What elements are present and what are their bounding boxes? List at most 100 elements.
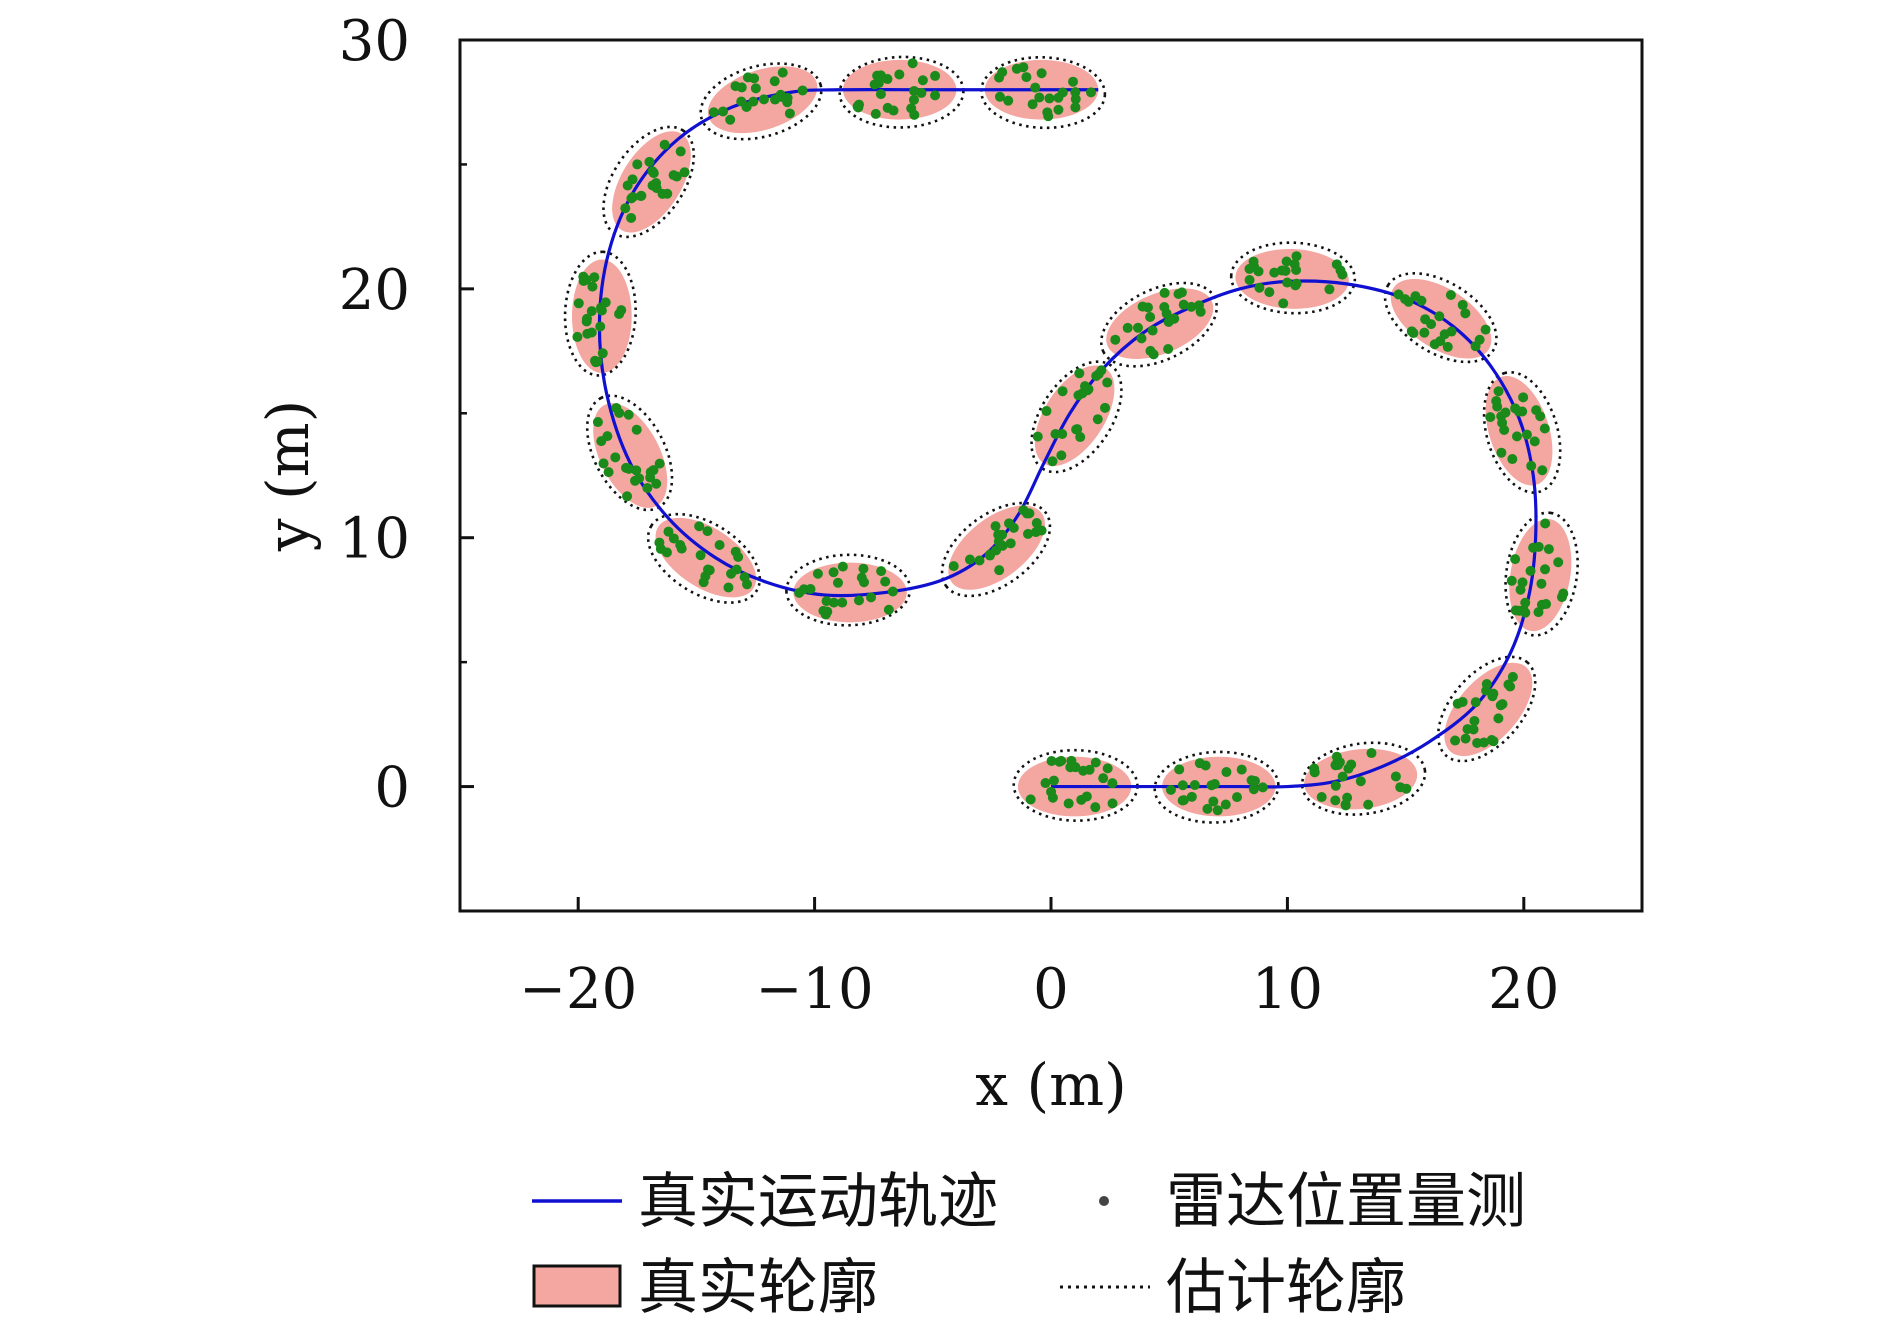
radar-measurement-point bbox=[620, 203, 631, 214]
y-tick-label: 20 bbox=[339, 258, 410, 323]
radar-measurement-point bbox=[736, 82, 747, 93]
radar-measurement-point bbox=[1515, 584, 1526, 595]
radar-measurement-point bbox=[1110, 334, 1121, 345]
radar-measurement-point bbox=[782, 97, 793, 108]
radar-measurement-point bbox=[1488, 736, 1499, 747]
radar-measurement-point bbox=[1499, 425, 1510, 436]
estimated-contour-ellipse bbox=[1504, 511, 1579, 637]
radar-measurement-point bbox=[797, 85, 808, 96]
radar-measurement-point bbox=[647, 166, 658, 177]
radar-measurement-point bbox=[1054, 756, 1065, 767]
radar-measurement-point bbox=[883, 604, 894, 615]
radar-measurement-point bbox=[1208, 796, 1219, 807]
radar-measurement-point bbox=[758, 94, 769, 105]
radar-measurement-point bbox=[1520, 607, 1531, 618]
legend-estimated-contour-label: 估计轮廓 bbox=[1166, 1253, 1406, 1321]
radar-measurement-point bbox=[1525, 565, 1536, 576]
radar-measurement-point bbox=[1086, 87, 1097, 98]
radar-measurement-point bbox=[1145, 311, 1156, 322]
radar-measurement-point bbox=[1057, 428, 1068, 439]
radar-measurement-point bbox=[671, 171, 682, 182]
radar-measurement-point bbox=[994, 91, 1005, 102]
radar-measurement-point bbox=[1136, 333, 1147, 344]
radar-measurement-point bbox=[1503, 679, 1514, 690]
radar-measurement-point bbox=[1470, 341, 1481, 352]
radar-measurement-point bbox=[1056, 450, 1067, 461]
radar-measurement-point bbox=[821, 596, 832, 607]
radar-measurement-point bbox=[1363, 799, 1374, 810]
radar-measurement-point bbox=[1220, 799, 1231, 810]
radar-measurement-point bbox=[1335, 265, 1346, 276]
radar-measurement-point bbox=[679, 167, 690, 178]
legend-true-contour-label: 真实轮廓 bbox=[638, 1253, 878, 1321]
radar-measurement-point bbox=[1075, 432, 1086, 443]
radar-measurement-point bbox=[1254, 282, 1265, 293]
radar-measurement-point bbox=[622, 491, 633, 502]
y-tick-label: 0 bbox=[374, 756, 410, 821]
radar-measurement-point bbox=[1063, 798, 1074, 809]
radar-measurement-point bbox=[1142, 302, 1153, 313]
true-contour-ellipse bbox=[1485, 375, 1553, 486]
radar-measurement-point bbox=[1021, 72, 1032, 83]
radar-measurement-point bbox=[1073, 390, 1084, 401]
radar-measurement-point bbox=[882, 74, 893, 85]
radar-measurement-point bbox=[1070, 102, 1081, 113]
radar-measurement-point bbox=[749, 73, 760, 84]
radar-measurement-point bbox=[1521, 429, 1532, 440]
radar-measurement-point bbox=[616, 305, 627, 316]
legend-measurement-label: 雷达位置量测 bbox=[1166, 1167, 1526, 1237]
estimated-contour-ellipse bbox=[646, 512, 762, 604]
radar-measurement-point bbox=[873, 78, 884, 89]
radar-measurement-point bbox=[1031, 518, 1042, 529]
radar-measurement-point bbox=[1366, 748, 1377, 759]
radar-measurement-point bbox=[1102, 763, 1113, 774]
radar-measurement-point bbox=[1178, 299, 1189, 310]
radar-measurement-point bbox=[1047, 456, 1058, 467]
radar-measurement-point bbox=[587, 281, 598, 292]
radar-measurement-point bbox=[1485, 412, 1496, 423]
radar-measurement-point bbox=[993, 529, 1004, 540]
radar-measurement-point bbox=[626, 193, 637, 204]
radar-measurement-point bbox=[1342, 792, 1353, 803]
radar-measurement-point bbox=[1221, 767, 1232, 778]
radar-measurement-point bbox=[1536, 578, 1547, 589]
true-contour-ellipse bbox=[1444, 662, 1533, 757]
radar-measurement-point bbox=[794, 587, 805, 598]
radar-measurement-point bbox=[1202, 803, 1213, 814]
radar-measurement-point bbox=[694, 521, 705, 532]
radar-measurement-point bbox=[733, 551, 744, 562]
radar-measurement-point bbox=[1493, 386, 1504, 397]
radar-measurement-point bbox=[597, 348, 608, 359]
radar-measurement-point bbox=[1416, 295, 1427, 306]
radar-measurement-point bbox=[1556, 592, 1567, 603]
radar-measurement-point bbox=[1553, 557, 1564, 568]
radar-measurement-point bbox=[1507, 454, 1518, 465]
radar-measurement-point bbox=[894, 69, 905, 80]
radar-measurement-point bbox=[770, 94, 781, 105]
radar-measurement-point bbox=[1074, 368, 1085, 379]
x-tick-label: −20 bbox=[519, 957, 637, 1022]
radar-measurement-point bbox=[1529, 436, 1540, 447]
radar-measurement-point bbox=[887, 586, 898, 597]
radar-measurement-point bbox=[1390, 771, 1401, 782]
radar-measurement-point bbox=[1044, 93, 1055, 104]
radar-measurement-point bbox=[695, 550, 706, 561]
radar-measurement-point bbox=[634, 473, 645, 484]
radar-measurement-point bbox=[1510, 403, 1521, 414]
x-axis-label: x (m) bbox=[975, 1051, 1126, 1119]
radar-measurement-point bbox=[908, 94, 919, 105]
radar-measurement-point bbox=[916, 87, 927, 98]
radar-measurement-point bbox=[880, 576, 891, 587]
radar-measurement-point bbox=[837, 561, 848, 572]
radar-measurement-point bbox=[1147, 325, 1158, 336]
radar-measurement-point bbox=[1324, 284, 1335, 295]
radar-measurement-point bbox=[909, 109, 920, 120]
radar-measurement-point bbox=[1337, 771, 1348, 782]
estimated-contour-ellipse bbox=[563, 250, 637, 377]
radar-measurement-point bbox=[1189, 780, 1200, 791]
radar-measurement-point bbox=[1309, 763, 1320, 774]
radar-measurement-point bbox=[1030, 82, 1041, 93]
radar-measurement-point bbox=[725, 114, 736, 125]
radar-measurement-point bbox=[1462, 724, 1473, 735]
